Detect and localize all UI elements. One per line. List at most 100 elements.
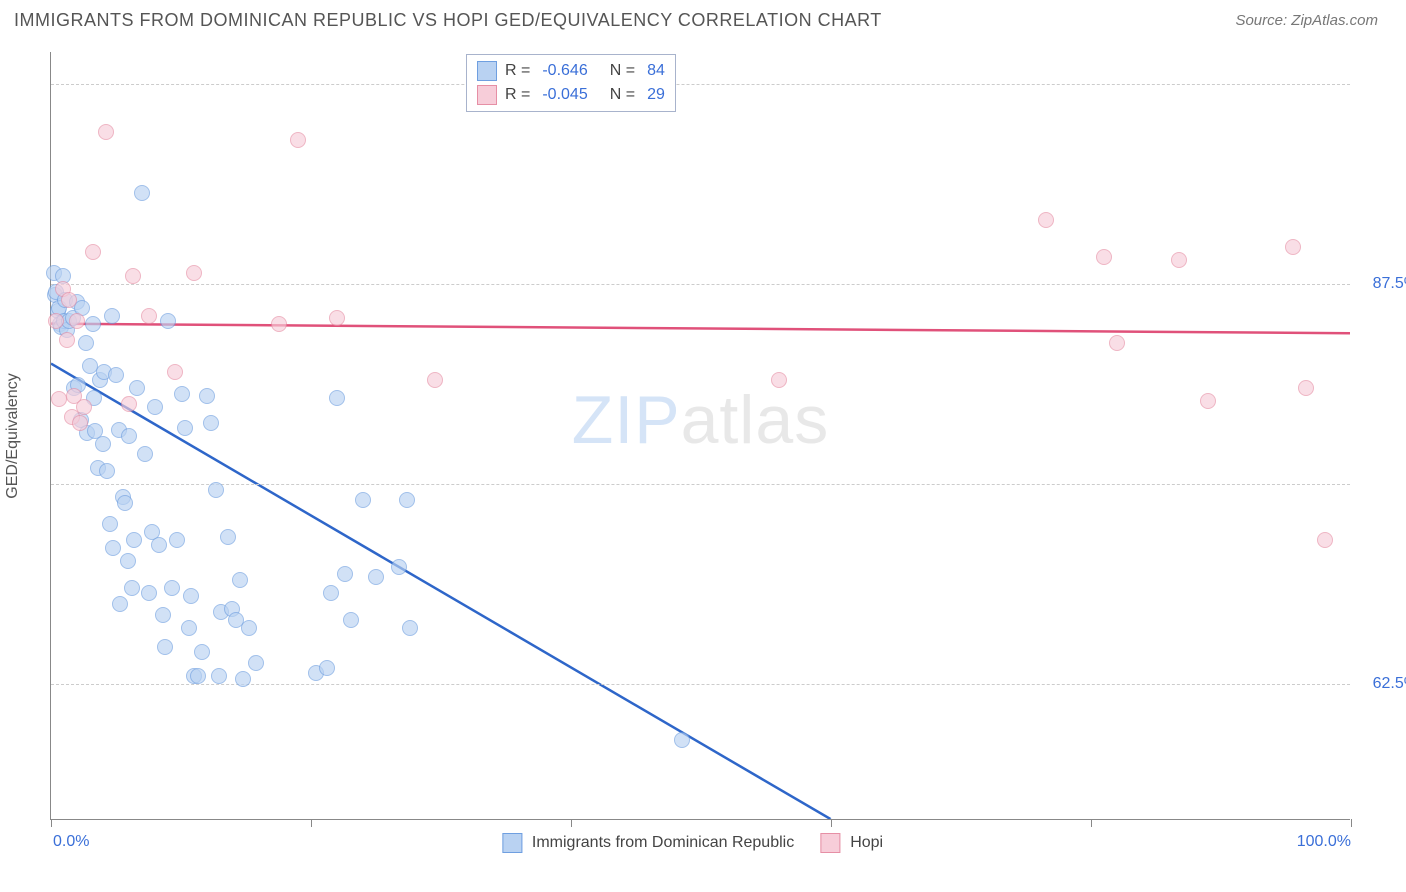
scatter-point (355, 492, 371, 508)
scatter-point (1317, 532, 1333, 548)
scatter-point (141, 585, 157, 601)
scatter-point (1096, 249, 1112, 265)
scatter-point (164, 580, 180, 596)
scatter-point (134, 185, 150, 201)
legend-swatch (820, 833, 840, 853)
legend-series-label: Hopi (850, 834, 883, 852)
scatter-point (211, 668, 227, 684)
scatter-point (108, 367, 124, 383)
scatter-point (121, 428, 137, 444)
scatter-point (120, 553, 136, 569)
watermark-atlas: atlas (681, 382, 830, 458)
scatter-point (391, 559, 407, 575)
scatter-point (105, 540, 121, 556)
scatter-point (174, 386, 190, 402)
scatter-point (329, 310, 345, 326)
scatter-point (235, 671, 251, 687)
scatter-point (203, 415, 219, 431)
watermark-zip: ZIP (572, 382, 681, 458)
y-tick-label: 62.5% (1358, 675, 1406, 693)
x-tick (1351, 819, 1352, 827)
legend-swatch (477, 85, 497, 105)
scatter-point (85, 316, 101, 332)
scatter-point (674, 732, 690, 748)
scatter-point (271, 316, 287, 332)
x-tick (571, 819, 572, 827)
trend-lines (51, 52, 1350, 819)
chart-title: IMMIGRANTS FROM DOMINICAN REPUBLIC VS HO… (14, 10, 882, 31)
scatter-point (1285, 239, 1301, 255)
scatter-point (290, 132, 306, 148)
scatter-point (155, 607, 171, 623)
scatter-point (102, 516, 118, 532)
scatter-point (329, 390, 345, 406)
scatter-point (169, 532, 185, 548)
scatter-point (241, 620, 257, 636)
watermark: ZIPatlas (572, 381, 829, 459)
scatter-point (208, 482, 224, 498)
scatter-point (319, 660, 335, 676)
scatter-point (190, 668, 206, 684)
scatter-point (117, 495, 133, 511)
x-tick (1091, 819, 1092, 827)
legend-row: R = -0.646 N = 84 (477, 59, 665, 83)
x-tick-label: 0.0% (53, 833, 89, 851)
scatter-point (95, 436, 111, 452)
scatter-point (368, 569, 384, 585)
scatter-point (427, 372, 443, 388)
header: IMMIGRANTS FROM DOMINICAN REPUBLIC VS HO… (0, 0, 1406, 37)
scatter-point (98, 124, 114, 140)
legend-n-value: 29 (647, 86, 665, 104)
scatter-point (137, 446, 153, 462)
scatter-point (199, 388, 215, 404)
gridline (51, 84, 1350, 85)
scatter-point (323, 585, 339, 601)
scatter-point (1038, 212, 1054, 228)
scatter-point (72, 415, 88, 431)
scatter-point (48, 313, 64, 329)
scatter-point (157, 639, 173, 655)
scatter-point (69, 313, 85, 329)
y-tick-label: 87.5% (1358, 275, 1406, 293)
x-tick (311, 819, 312, 827)
scatter-point (125, 268, 141, 284)
scatter-point (59, 332, 75, 348)
scatter-point (147, 399, 163, 415)
scatter-point (1298, 380, 1314, 396)
scatter-point (129, 380, 145, 396)
legend-r-label: R = (505, 86, 530, 104)
scatter-point (61, 292, 77, 308)
scatter-point (337, 566, 353, 582)
x-tick (831, 819, 832, 827)
scatter-point (1200, 393, 1216, 409)
scatter-point (399, 492, 415, 508)
scatter-point (402, 620, 418, 636)
scatter-point (248, 655, 264, 671)
gridline (51, 284, 1350, 285)
scatter-point (771, 372, 787, 388)
scatter-point (181, 620, 197, 636)
scatter-point (160, 313, 176, 329)
scatter-point (183, 588, 199, 604)
scatter-point (220, 529, 236, 545)
scatter-point (194, 644, 210, 660)
legend-r-value: -0.045 (542, 86, 587, 104)
scatter-point (124, 580, 140, 596)
y-axis-label: GED/Equivalency (4, 373, 22, 498)
chart-container: GED/Equivalency ZIPatlas 62.5%87.5%0.0%1… (50, 52, 1350, 820)
scatter-point (76, 399, 92, 415)
scatter-point (151, 537, 167, 553)
legend-row: R = -0.045 N = 29 (477, 83, 665, 107)
scatter-point (104, 308, 120, 324)
legend-r-label: R = (505, 62, 530, 80)
series-legend: Immigrants from Dominican RepublicHopi (494, 833, 907, 853)
legend-r-value: -0.646 (542, 62, 587, 80)
source-attribution: Source: ZipAtlas.com (1235, 12, 1378, 29)
gridline (51, 484, 1350, 485)
scatter-point (121, 396, 137, 412)
plot-area: ZIPatlas 62.5%87.5%0.0%100.0% (51, 52, 1350, 819)
scatter-point (78, 335, 94, 351)
x-tick-label: 100.0% (1297, 833, 1351, 851)
scatter-point (112, 596, 128, 612)
legend-n-label: N = (610, 62, 635, 80)
